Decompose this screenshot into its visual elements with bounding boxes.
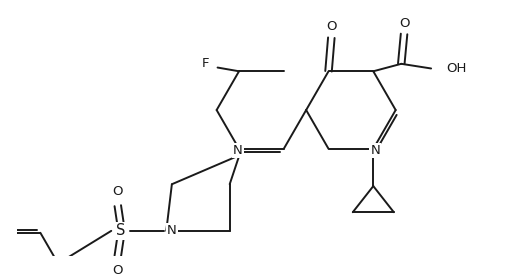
Text: O: O xyxy=(112,185,123,198)
Text: N: N xyxy=(167,224,176,237)
Text: S: S xyxy=(116,223,125,238)
Text: O: O xyxy=(112,264,123,274)
Text: OH: OH xyxy=(445,62,466,75)
Text: O: O xyxy=(325,20,336,33)
Text: O: O xyxy=(398,17,409,30)
Text: N: N xyxy=(370,144,379,157)
Text: F: F xyxy=(201,57,209,70)
Text: N: N xyxy=(233,144,242,157)
